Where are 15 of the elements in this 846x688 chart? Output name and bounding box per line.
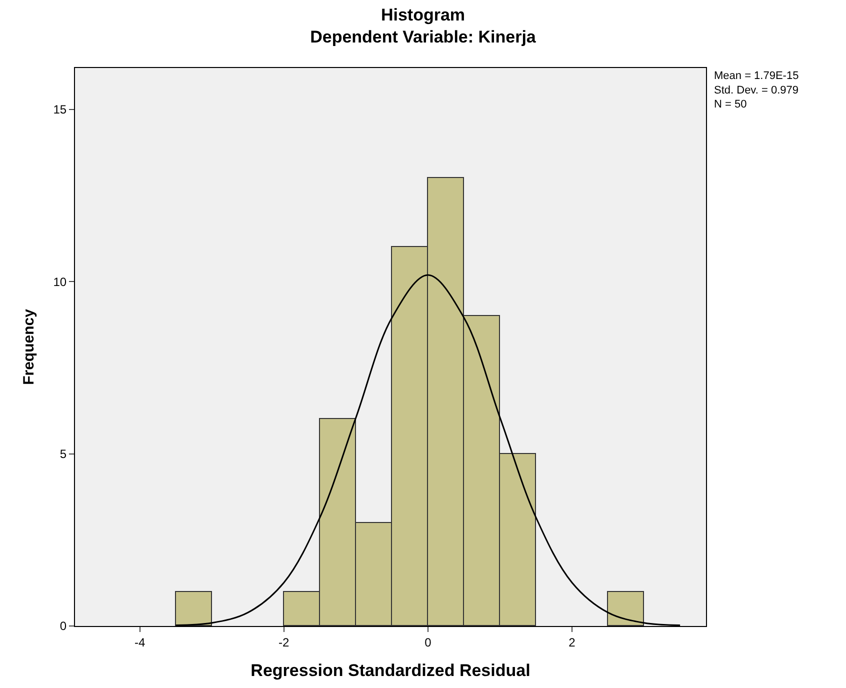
x-tick-label: -2 bbox=[278, 635, 290, 650]
chart-title: Histogram bbox=[380, 6, 466, 25]
y-tick-label: 10 bbox=[53, 274, 67, 289]
y-tick-label: 0 bbox=[60, 619, 67, 634]
y-axis-title: Frequency bbox=[20, 308, 38, 385]
x-tick-label: 2 bbox=[568, 635, 576, 650]
chart-subtitle: Dependent Variable: Kinerja bbox=[310, 28, 536, 47]
text: Std. Dev. = 0.979 bbox=[714, 84, 798, 96]
text: N = 50 bbox=[714, 98, 747, 111]
text: Mean = 1.79E-15 bbox=[714, 70, 799, 82]
x-axis-title: Regression Standardized Residual bbox=[250, 660, 530, 680]
y-tick-label: 15 bbox=[53, 102, 67, 117]
x-tick-label: 0 bbox=[424, 635, 432, 650]
y-tick-label: 5 bbox=[60, 446, 67, 461]
x-tick-label: -4 bbox=[134, 635, 146, 650]
